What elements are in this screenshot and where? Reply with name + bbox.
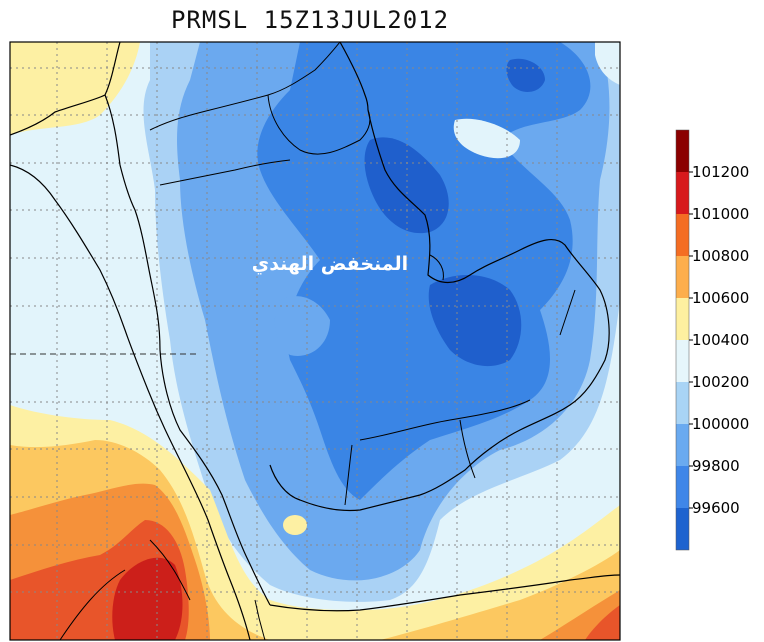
colorbar-swatch: [676, 340, 689, 382]
colorbar-label: 99600: [692, 499, 740, 517]
colorbar-label: 100800: [692, 247, 749, 265]
low-core-east: [428, 274, 522, 367]
pressure-101200: [112, 557, 183, 640]
colorbar-swatch: [676, 424, 689, 466]
colorbar-label: 100600: [692, 289, 749, 307]
low-core-north: [364, 137, 449, 234]
colorbar-label: 101200: [692, 163, 749, 181]
colorbar-label: 99800: [692, 457, 740, 475]
map-title: PRMSL 15Z13JUL2012: [170, 6, 450, 34]
colorbar-swatch: [676, 172, 689, 214]
annotation-label: المنخفض الهندي: [252, 253, 408, 276]
colorbar-swatches: [675, 129, 690, 551]
colorbar-label: 100200: [692, 373, 749, 391]
coastlines: [10, 42, 620, 640]
colorbar-swatch: [676, 466, 689, 508]
colorbar-swatch: [676, 214, 689, 256]
colorbar-label: 100000: [692, 415, 749, 433]
pressure-map: المنخفض الهندي: [9, 41, 621, 641]
colorbar-label: 100400: [692, 331, 749, 349]
colorbar-swatch: [676, 256, 689, 298]
colorbar-swatch: [676, 298, 689, 340]
colorbar-swatch: [676, 130, 689, 172]
colorbar-label: 101000: [692, 205, 749, 223]
colorbar-swatch: [676, 508, 689, 550]
colorbar-labels: 101200 101000 100800 100600 100400 100200 1000…: [689, 163, 749, 517]
high-pressure-nw: [10, 42, 140, 135]
colorbar-swatch: [676, 382, 689, 424]
